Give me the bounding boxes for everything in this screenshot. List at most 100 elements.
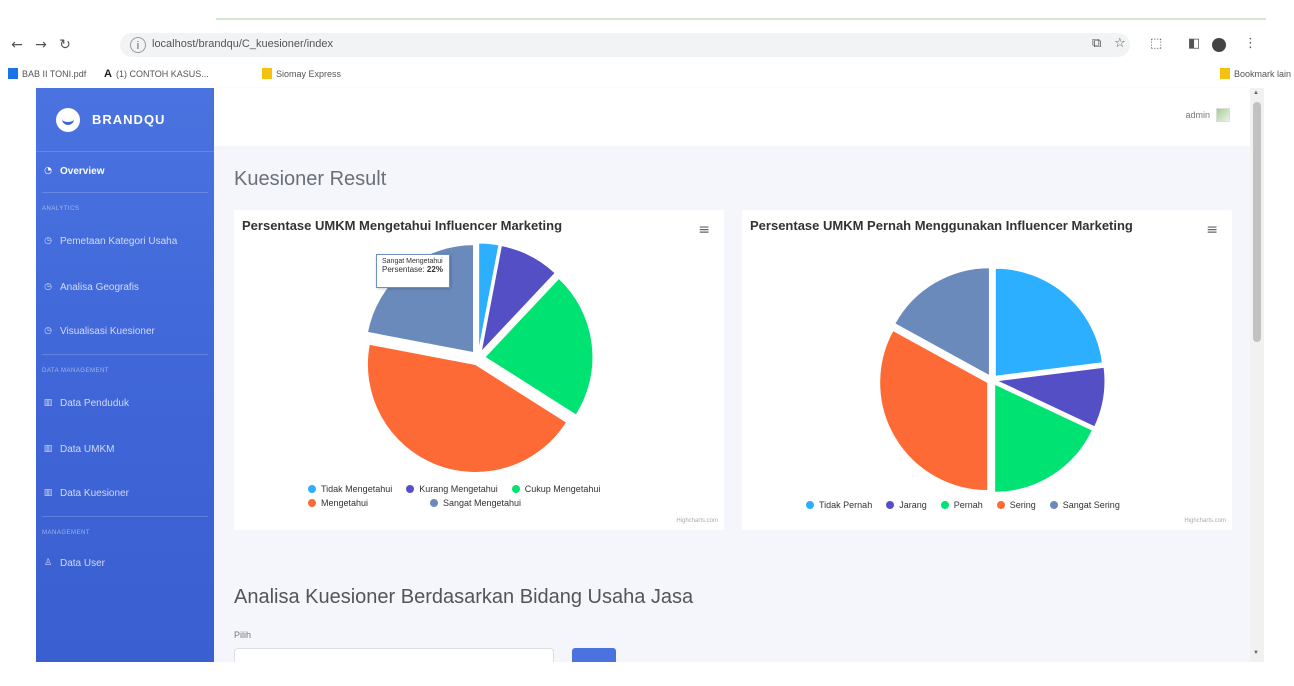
bookmark-label: (1) CONTOH KASUS... bbox=[115, 68, 209, 79]
chart-icon: ◷ bbox=[44, 282, 52, 292]
scroll-down-icon[interactable]: ▼ bbox=[1253, 650, 1259, 656]
chart-credits[interactable]: Highcharts.com bbox=[676, 518, 718, 524]
sidebar-item-label: Pemetaan Kategori Usaha bbox=[60, 235, 178, 247]
legend-label: Tidak Pernah bbox=[819, 500, 873, 510]
chart-credits[interactable]: Highcharts.com bbox=[1184, 518, 1226, 524]
pie-slice-cukup-mengetahui[interactable] bbox=[484, 277, 594, 416]
legend-item[interactable]: Sangat Mengetahui bbox=[430, 498, 521, 508]
menu-kebab-icon[interactable]: ⋮ bbox=[1244, 36, 1257, 51]
legend-item[interactable]: Cukup Mengetahui bbox=[511, 484, 601, 494]
brand-name: BRANDQU bbox=[92, 112, 166, 127]
pie-slice-pernah[interactable] bbox=[994, 383, 1094, 493]
sidebar-heading: ANALYTICS bbox=[42, 206, 80, 212]
extensions-icon[interactable]: ⬚ bbox=[1150, 36, 1163, 51]
legend-item[interactable]: Kurang Mengetahui bbox=[406, 484, 498, 494]
pie-slice-sangat-sering[interactable] bbox=[894, 267, 990, 377]
legend-item[interactable]: Sangat Sering bbox=[1049, 500, 1120, 510]
bookmark-label: BAB II TONI.pdf bbox=[22, 68, 87, 79]
legend-item[interactable]: Mengetahui bbox=[308, 498, 416, 508]
legend-item[interactable]: Jarang bbox=[886, 500, 927, 510]
hamburger-menu-icon[interactable]: ≡ bbox=[698, 222, 710, 238]
sidebar-item-label: Data UMKM bbox=[60, 443, 115, 455]
bookmark-label: Bookmark lain bbox=[1234, 68, 1292, 79]
legend-item[interactable]: Tidak Pernah bbox=[806, 500, 872, 510]
folder-icon bbox=[1220, 68, 1230, 79]
sidebar-item-umkm[interactable]: ▥ Data UMKM bbox=[36, 438, 214, 460]
sidebar-item-user[interactable]: ♙ Data User bbox=[36, 552, 214, 574]
bookmark-star-icon[interactable]: ☆ bbox=[1114, 36, 1126, 51]
sidebar-item-overview[interactable]: ◔ Overview bbox=[36, 160, 214, 182]
select-label: Pilih bbox=[234, 630, 252, 640]
legend-item[interactable]: Sering bbox=[996, 500, 1036, 510]
legend-label: Cukup Mengetahui bbox=[524, 484, 601, 494]
legend-label: Tidak Mengetahui bbox=[321, 484, 393, 494]
legend-label: Sangat Mengetahui bbox=[443, 498, 522, 508]
legend-dot bbox=[940, 501, 949, 509]
chart-card-1: Persentase UMKM Mengetahui Influencer Ma… bbox=[234, 210, 724, 530]
sidebar-divider bbox=[42, 192, 208, 193]
legend-dot bbox=[806, 501, 814, 509]
section-title: Analisa Kuesioner Berdasarkan Bidang Usa… bbox=[234, 586, 694, 608]
bookmark-item[interactable]: BAB II TONI.pdf bbox=[8, 68, 86, 79]
sidebar-heading: DATA MANAGEMENT bbox=[42, 368, 109, 374]
pie-slice-kurang-mengetahui[interactable] bbox=[480, 245, 556, 354]
site-info-icon[interactable]: i bbox=[130, 37, 146, 53]
scroll-up-icon[interactable]: ▲ bbox=[1253, 90, 1259, 96]
address-bar[interactable]: i localhost/brandqu/C_kuesioner/index bbox=[120, 33, 1130, 57]
legend-item[interactable]: Tidak Mengetahui bbox=[308, 484, 392, 494]
topbar: admin bbox=[214, 88, 1250, 146]
sidebar-item-label: Overview bbox=[60, 165, 105, 177]
legend-label: Kurang Mengetahui bbox=[419, 484, 498, 494]
back-icon[interactable]: ← bbox=[11, 37, 23, 53]
folder-icon bbox=[262, 68, 272, 79]
user-icon: ♙ bbox=[43, 558, 53, 568]
sidebar-item-label: Analisa Geografis bbox=[60, 281, 139, 293]
browser-nav-row: ← → ↻ i localhost/brandqu/C_kuesioner/in… bbox=[0, 30, 1294, 60]
pie-slice-tidak-mengetahui[interactable] bbox=[478, 242, 500, 352]
forward-icon[interactable]: → bbox=[35, 37, 47, 53]
user-menu[interactable]: admin bbox=[1185, 108, 1230, 122]
sidebar-item-penduduk[interactable]: ▥ Data Penduduk bbox=[36, 392, 214, 414]
submit-button[interactable] bbox=[572, 648, 616, 662]
hamburger-menu-icon[interactable]: ≡ bbox=[1206, 222, 1218, 238]
sidebar-item-visualisasi[interactable]: ◷ Visualisasi Kuesioner bbox=[36, 320, 214, 342]
pie-slice-jarang[interactable] bbox=[995, 366, 1106, 428]
legend-dot bbox=[1049, 501, 1058, 509]
sidebar-item-kuesioner[interactable]: ▥ Data Kuesioner bbox=[36, 482, 214, 504]
table-icon: ▥ bbox=[43, 444, 53, 454]
sidebar-item-pemetaan[interactable]: ◷ Pemetaan Kategori Usaha bbox=[36, 230, 214, 252]
brand[interactable]: BRANDQU bbox=[36, 88, 214, 152]
install-icon[interactable]: ⧉ bbox=[1092, 36, 1102, 51]
pie-slice-sering[interactable] bbox=[879, 329, 989, 492]
legend-dot bbox=[406, 485, 415, 493]
legend-label: Mengetahui bbox=[321, 498, 369, 508]
font-a-icon: A bbox=[104, 68, 112, 80]
sidebar-item-label: Data Penduduk bbox=[60, 397, 129, 409]
page-title: Kuesioner Result bbox=[234, 168, 387, 190]
bookmark-item[interactable]: A (1) CONTOH KASUS... bbox=[104, 68, 209, 80]
sidebar-item-label: Data User bbox=[60, 557, 106, 569]
legend-dot bbox=[430, 499, 438, 507]
tooltip-series: Persentase bbox=[382, 265, 423, 274]
sidebar-heading: MANAGEMENT bbox=[42, 530, 91, 536]
pie-slice-mengetahui[interactable] bbox=[366, 343, 568, 473]
page-scrollbar[interactable]: ▲ ▼ bbox=[1250, 88, 1264, 662]
legend-dot bbox=[886, 501, 895, 509]
legend-label: Pernah bbox=[953, 500, 983, 510]
bookmark-folder[interactable]: Bookmark lain bbox=[1220, 68, 1291, 79]
scroll-thumb[interactable] bbox=[1253, 102, 1261, 342]
sidebar-item-geografis[interactable]: ◷ Analisa Geografis bbox=[36, 276, 214, 298]
bidang-usaha-select[interactable] bbox=[234, 648, 554, 662]
profile-avatar-icon[interactable] bbox=[1212, 38, 1226, 52]
pie-chart-1 bbox=[366, 242, 594, 473]
chart-title: Persentase UMKM Pernah Menggunakan Influ… bbox=[750, 218, 1133, 233]
tooltip-category: Sangat Mengetahui bbox=[382, 258, 443, 265]
pie-slice-tidak-pernah[interactable] bbox=[994, 267, 1104, 377]
sidebar-divider bbox=[42, 516, 208, 517]
bookmark-item[interactable]: Siomay Express bbox=[262, 68, 341, 79]
legend-item[interactable]: Pernah bbox=[940, 500, 983, 510]
chart-legend: Tidak Mengetahui Kurang Mengetahui Cukup… bbox=[308, 484, 600, 512]
reload-icon[interactable]: ↻ bbox=[59, 37, 71, 53]
sidepanel-icon[interactable]: ◧ bbox=[1188, 36, 1201, 51]
legend-dot bbox=[308, 485, 316, 493]
